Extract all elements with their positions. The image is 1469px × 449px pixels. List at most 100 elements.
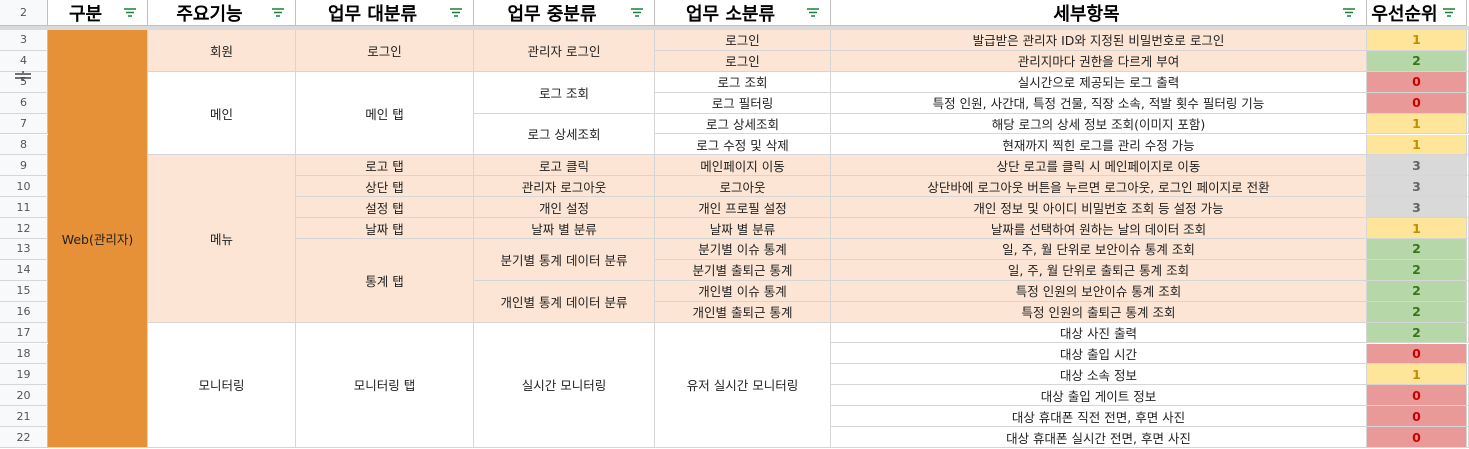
filter-icon[interactable] [806, 6, 820, 20]
detail-cell[interactable]: 특정 인원의 보안이슈 통계 조회 [831, 280, 1367, 302]
major-cell[interactable]: 로고 탭 [296, 155, 474, 177]
detail-cell[interactable]: 상단바에 로그아웃 버튼을 누르면 로그아웃, 로그인 페이지로 전환 [831, 176, 1367, 198]
priority-cell[interactable]: 3 [1367, 155, 1467, 177]
minor-cell[interactable]: 분기별 출퇴근 통계 [655, 259, 831, 281]
priority-cell[interactable]: 0 [1367, 406, 1467, 428]
minor-cell[interactable]: 메인페이지 이동 [655, 155, 831, 177]
minor-cell[interactable]: 분기별 이슈 통계 [655, 239, 831, 260]
row-number[interactable]: 5 [0, 71, 48, 93]
priority-cell[interactable]: 1 [1367, 364, 1467, 386]
middle-cell[interactable]: 관리자 로그아웃 [474, 176, 655, 198]
priority-cell[interactable]: 2 [1367, 322, 1467, 344]
middle-cell[interactable]: 날짜 별 분류 [474, 218, 655, 239]
priority-cell[interactable]: 3 [1367, 176, 1467, 198]
middle-cell[interactable]: 로그 조회 [474, 71, 655, 114]
detail-cell[interactable]: 일, 주, 월 단위로 보안이슈 통계 조회 [831, 239, 1367, 260]
filter-icon[interactable] [630, 6, 644, 20]
row-number[interactable]: 15 [0, 280, 48, 302]
priority-cell[interactable]: 1 [1367, 113, 1467, 135]
filter-icon[interactable] [1442, 6, 1456, 20]
major-cell[interactable]: 날짜 탭 [296, 218, 474, 239]
major-cell[interactable]: 설정 탭 [296, 197, 474, 219]
row-resize-handle-icon[interactable] [15, 66, 31, 81]
middle-cell[interactable]: 개인 설정 [474, 197, 655, 219]
minor-cell[interactable]: 로그 상세조회 [655, 113, 831, 135]
detail-cell[interactable]: 일, 주, 월 단위로 출퇴근 통계 조회 [831, 259, 1367, 281]
column-header[interactable]: 업무 소분류 [655, 0, 831, 26]
detail-cell[interactable]: 상단 로고를 클릭 시 메인페이지로 이동 [831, 155, 1367, 177]
row-number[interactable]: 6 [0, 92, 48, 114]
priority-cell[interactable]: 3 [1367, 197, 1467, 219]
middle-cell[interactable]: 실시간 모니터링 [474, 322, 655, 448]
feature-cell-monitoring[interactable]: 모니터링 [148, 322, 296, 448]
minor-cell[interactable]: 개인 프로필 설정 [655, 197, 831, 219]
priority-cell[interactable]: 1 [1367, 134, 1467, 156]
row-number[interactable]: 3 [0, 30, 48, 51]
major-cell[interactable]: 모니터링 탭 [296, 322, 474, 448]
row-number[interactable]: 21 [0, 406, 48, 428]
priority-cell[interactable]: 0 [1367, 427, 1467, 448]
priority-cell[interactable]: 0 [1367, 385, 1467, 407]
row-number[interactable]: 7 [0, 113, 48, 135]
row-number[interactable]: 9 [0, 155, 48, 177]
minor-cell[interactable]: 로그 수정 및 삭제 [655, 134, 831, 156]
detail-cell[interactable]: 현재까지 찍힌 로그를 관리 수정 가능 [831, 134, 1367, 156]
detail-cell[interactable]: 실시간으로 제공되는 로그 출력 [831, 71, 1367, 93]
priority-cell[interactable]: 2 [1367, 50, 1467, 72]
column-header[interactable]: 우선순위 [1367, 0, 1467, 26]
row-number-header[interactable]: 2 [0, 0, 48, 26]
column-header[interactable]: 주요기능 [148, 0, 296, 26]
row-number[interactable]: 8 [0, 134, 48, 156]
minor-cell[interactable]: 로그인 [655, 50, 831, 72]
minor-cell[interactable]: 유저 실시간 모니터링 [655, 322, 831, 448]
detail-cell[interactable]: 특정 인원, 사간대, 특정 건물, 직장 소속, 적발 횟수 필터링 기능 [831, 92, 1367, 114]
row-number[interactable]: 20 [0, 385, 48, 407]
frozen-row-divider[interactable] [24, 26, 1469, 30]
detail-cell[interactable]: 대상 휴대폰 실시간 전면, 후면 사진 [831, 427, 1367, 448]
column-header[interactable]: 구분 [48, 0, 148, 26]
row-number[interactable]: 11 [0, 197, 48, 219]
priority-cell[interactable]: 2 [1367, 259, 1467, 281]
major-cell[interactable]: 통계 탭 [296, 239, 474, 323]
detail-cell[interactable]: 날짜를 선택하여 원하는 날의 데이터 조회 [831, 218, 1367, 239]
priority-cell[interactable]: 0 [1367, 92, 1467, 114]
detail-cell[interactable]: 대상 출입 시간 [831, 343, 1367, 365]
middle-cell[interactable]: 로고 클릭 [474, 155, 655, 177]
detail-cell[interactable]: 해당 로그의 상세 정보 조회(이미지 포함) [831, 113, 1367, 135]
detail-cell[interactable]: 특정 인원의 출퇴근 통계 조회 [831, 301, 1367, 323]
minor-cell[interactable]: 개인별 출퇴근 통계 [655, 301, 831, 323]
major-cell[interactable]: 메인 탭 [296, 71, 474, 156]
filter-icon[interactable] [123, 6, 137, 20]
minor-cell[interactable]: 로그 필터링 [655, 92, 831, 114]
column-header[interactable]: 업무 대분류 [296, 0, 474, 26]
row-number[interactable]: 14 [0, 259, 48, 281]
filter-icon[interactable] [449, 6, 463, 20]
filter-icon[interactable] [1342, 6, 1356, 20]
priority-cell[interactable]: 2 [1367, 301, 1467, 323]
minor-cell[interactable]: 날짜 별 분류 [655, 218, 831, 239]
detail-cell[interactable]: 개인 정보 및 아이디 비밀번호 조회 등 설정 가능 [831, 197, 1367, 219]
minor-cell[interactable]: 로그 조회 [655, 71, 831, 93]
row-number[interactable]: 17 [0, 322, 48, 344]
priority-cell[interactable]: 2 [1367, 239, 1467, 260]
middle-cell[interactable]: 개인별 통계 데이터 분류 [474, 280, 655, 323]
detail-cell[interactable]: 대상 소속 정보 [831, 364, 1367, 386]
column-header[interactable]: 세부항목 [831, 0, 1367, 26]
detail-cell[interactable]: 대상 출입 게이트 정보 [831, 385, 1367, 407]
row-number[interactable]: 19 [0, 364, 48, 386]
minor-cell[interactable]: 개인별 이슈 통계 [655, 280, 831, 302]
priority-cell[interactable]: 1 [1367, 218, 1467, 239]
row-number[interactable]: 22 [0, 427, 48, 448]
priority-cell[interactable]: 1 [1367, 30, 1467, 51]
detail-cell[interactable]: 관리지마다 권한을 다르게 부여 [831, 50, 1367, 72]
frozen-row-divider-left[interactable] [0, 26, 48, 30]
middle-cell[interactable]: 분기별 통계 데이터 분류 [474, 239, 655, 281]
row-number[interactable]: 16 [0, 301, 48, 323]
priority-cell[interactable]: 2 [1367, 280, 1467, 302]
feature-cell-menu[interactable]: 메뉴 [148, 155, 296, 323]
detail-cell[interactable]: 발급받은 관리자 ID와 지정된 비밀번호로 로그인 [831, 30, 1367, 51]
minor-cell[interactable]: 로그아웃 [655, 176, 831, 198]
category-cell[interactable]: Web(관리자) [48, 30, 148, 448]
row-number[interactable]: 13 [0, 239, 48, 260]
middle-cell[interactable]: 관리자 로그인 [474, 30, 655, 72]
